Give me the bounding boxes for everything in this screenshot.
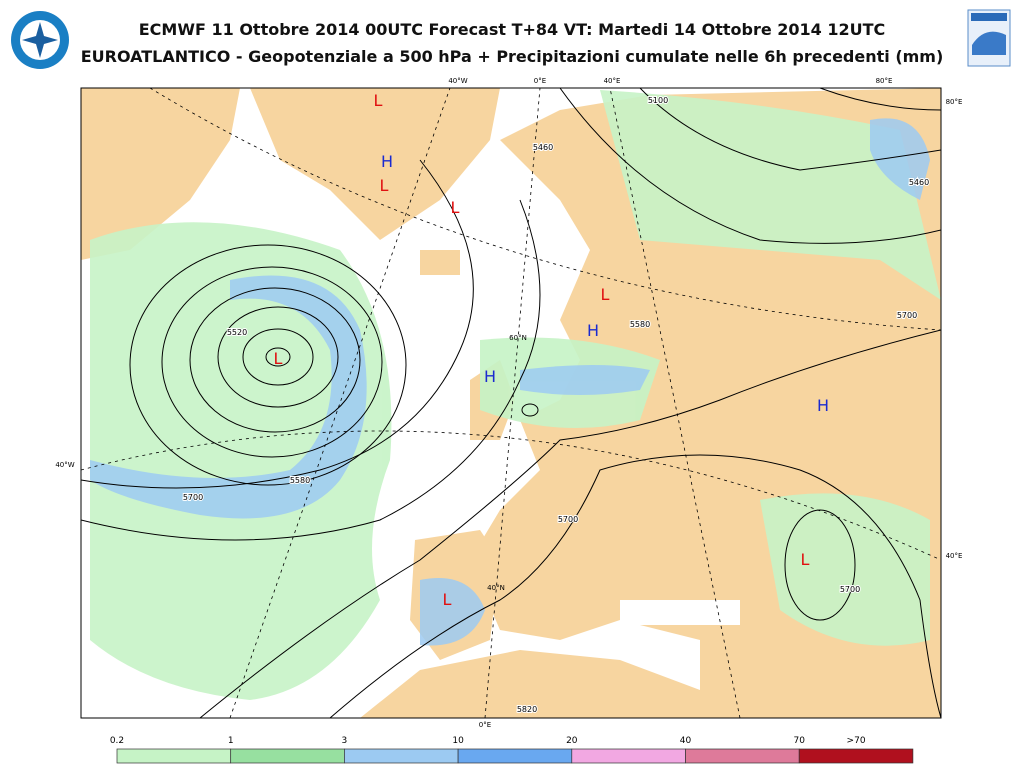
pressure-system: L (601, 285, 610, 304)
contour-label: 5700 (840, 585, 860, 594)
grid-label: 40°W (448, 77, 467, 85)
grid-label: 40°E (604, 77, 621, 85)
pressure-system: L (380, 176, 389, 195)
grid-label: 60°N (509, 334, 527, 342)
legend-swatch (798, 748, 914, 764)
legend-swatch (457, 748, 573, 764)
logo-left (11, 11, 69, 69)
contour-label: 5580 (290, 476, 310, 485)
legend-swatch (230, 748, 345, 764)
grid-label: 80°E (946, 98, 963, 106)
legend-swatch (571, 748, 686, 764)
legend-label: 1 (228, 736, 234, 746)
map-frame (80, 87, 942, 719)
grid-label: 0°E (534, 77, 546, 85)
legend-label: 10 (452, 736, 464, 746)
legend-label: 70 (793, 736, 805, 746)
legend-label: >70 (847, 736, 866, 746)
legend-label: 40 (680, 736, 692, 746)
pressure-system: L (443, 590, 452, 609)
pressure-system: L (274, 349, 283, 368)
grid-label: 40°W (55, 461, 74, 469)
contour-label: 5460 (533, 143, 553, 152)
contour-label: 5580 (630, 320, 650, 329)
legend-label: 0.2 (110, 736, 124, 746)
pressure-system: H (587, 321, 599, 340)
grid-label: 40°E (946, 552, 963, 560)
contours (81, 88, 941, 718)
contour-label: 5100 (648, 96, 668, 105)
grid-label: 80°E (876, 77, 893, 85)
contour-label: 5460 (909, 178, 929, 187)
title: ECMWF 11 Ottobre 2014 00UTC Forecast T+8… (138, 20, 886, 39)
pressure-system: L (801, 550, 810, 569)
legend-label: 3 (342, 736, 348, 746)
legend-swatch (685, 748, 800, 764)
pressure-system: H (484, 367, 496, 386)
subtitle: EUROATLANTICO - Geopotenziale a 500 hPa … (80, 47, 944, 66)
contour-label: 5700 (558, 515, 578, 524)
legend-swatch (116, 748, 232, 764)
legend-label: 20 (566, 736, 578, 746)
graticule (81, 88, 941, 718)
pressure-system: L (451, 198, 460, 217)
contour-label: 5520 (227, 328, 247, 337)
contour-label: 5700 (183, 493, 203, 502)
contour-label: 5820 (517, 705, 537, 714)
grid-label: 0°E (479, 721, 491, 729)
legend-swatch (344, 748, 459, 764)
pressure-system: H (381, 152, 393, 171)
grid-label: 40°N (487, 584, 505, 592)
precip-moderate (90, 118, 930, 646)
map: 60°N 40°N 5100 5460 5460 5520 5580 5700 5700 5700… (81, 88, 941, 718)
logo-right (967, 9, 1011, 67)
contour-label: 5700 (897, 311, 917, 320)
legend: 0.2 1 3 10 20 40 70 >70 (110, 736, 914, 764)
pressure-system: L (374, 91, 383, 110)
pressure-system: H (817, 396, 829, 415)
